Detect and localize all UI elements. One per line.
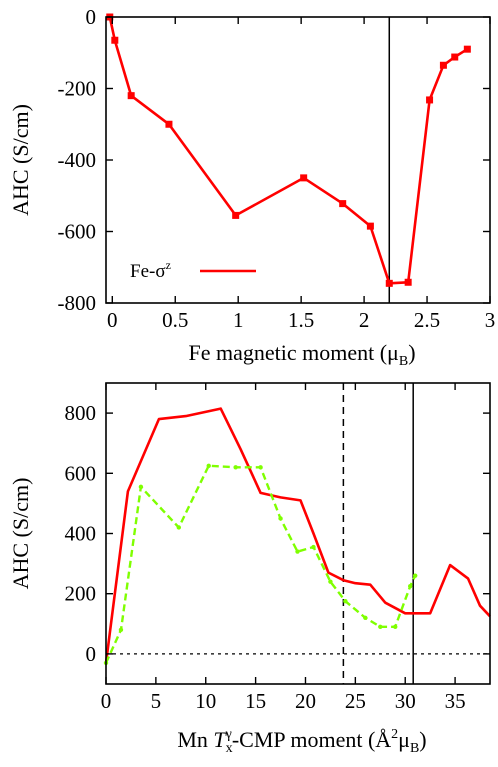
data-point [404, 278, 412, 286]
bottom-chart-x-axis-title-sup2: 2 [391, 727, 398, 742]
data-point [300, 174, 308, 182]
y-tick-label: 0 [86, 5, 97, 29]
data-point [385, 279, 393, 287]
bottom-chart-x-axis-title-close: ) [419, 727, 426, 752]
bottom-chart-x-axis-title-part2: -CMP moment (Å [232, 727, 391, 752]
data-point [295, 549, 300, 554]
data-point [343, 599, 348, 604]
bottom-chart-x-axis-title-T: T [213, 727, 227, 752]
data-point [426, 96, 434, 104]
x-tick-label: 0 [107, 308, 118, 332]
data-point [412, 573, 418, 578]
y-tick-label: 600 [65, 461, 97, 485]
top-chart-legend: Fe-σz [130, 258, 256, 282]
top-chart: 0 0.5 1 1.5 2 2.5 3 0 -200 -400 -600 -800 AHC (S/cm… [8, 5, 495, 369]
series-line-0 [108, 16, 468, 285]
bottom-chart: 0 5 10 15 20 25 30 35 0 200 400 600 800 AHC (S/cm) M… [8, 382, 491, 756]
data-point [363, 615, 368, 620]
top-chart-x-axis-title-main: Fe magnetic moment (μ [188, 340, 398, 365]
y-tick-label: 0 [86, 642, 97, 666]
data-point [451, 53, 459, 61]
x-tick-label: 15 [245, 689, 266, 713]
data-point [138, 484, 144, 490]
y-tick-label: -800 [58, 291, 97, 315]
data-point [366, 222, 374, 230]
data-point [176, 525, 182, 530]
series-line-1 [104, 464, 417, 664]
data-point [311, 544, 316, 550]
top-chart-legend-label-superscript: z [166, 258, 171, 272]
data-point [258, 465, 263, 470]
y-tick-label: -400 [58, 148, 97, 172]
y-tick-label: 800 [65, 401, 97, 425]
bottom-chart-series [103, 407, 491, 666]
top-chart-x-axis-title-close: ) [408, 340, 415, 365]
x-tick-label: 5 [151, 689, 162, 713]
bottom-chart-x-axis-title-part1: Mn [177, 727, 213, 752]
bottom-chart-x-axis-title-subB: B [410, 741, 419, 756]
data-point [439, 61, 447, 69]
x-tick-label: 30 [395, 689, 416, 713]
y-tick-label: 400 [65, 522, 97, 546]
x-tick-label: 10 [195, 689, 216, 713]
series-line-0 [104, 407, 491, 664]
data-point [127, 92, 135, 100]
bottom-chart-x-axis-title-sup: γ [225, 727, 232, 742]
data-point [118, 627, 124, 633]
bottom-chart-ticks: 0 5 10 15 20 25 30 35 0 200 400 600 800 [65, 383, 490, 713]
bottom-chart-x-axis-title-sub: x [226, 741, 233, 756]
bottom-chart-y-axis-title: AHC (S/cm) [8, 478, 33, 590]
data-point [165, 120, 173, 128]
data-point [328, 579, 333, 584]
data-point [408, 583, 413, 589]
top-chart-legend-label: Fe-σz [130, 258, 171, 282]
data-point [378, 624, 383, 630]
top-chart-plot-frame [105, 16, 491, 304]
y-tick-label: -600 [58, 220, 97, 244]
data-point [463, 45, 471, 53]
y-tick-label: 200 [65, 582, 97, 606]
y-tick-label: -200 [58, 77, 97, 101]
x-tick-label: 20 [295, 689, 316, 713]
bottom-chart-reference-lines [106, 383, 490, 684]
data-point [206, 463, 211, 468]
top-chart-x-axis-title-subscript: B [399, 354, 408, 369]
data-point [232, 211, 240, 219]
x-tick-label: 2.5 [414, 308, 440, 332]
x-tick-label: 25 [345, 689, 366, 713]
data-point [339, 200, 347, 208]
data-point [393, 624, 398, 630]
x-tick-label: 1.5 [288, 308, 314, 332]
top-chart-legend-label-main: Fe-σ [130, 261, 166, 282]
x-tick-label: 0 [101, 689, 112, 713]
bottom-chart-plot-frame [105, 382, 491, 685]
data-point [111, 36, 119, 44]
bottom-chart-x-axis-title: Mn Txγ-CMP moment (Å2μB) [177, 727, 426, 756]
top-chart-y-axis-title: AHC (S/cm) [8, 104, 33, 216]
data-point [278, 516, 283, 521]
top-chart-series [106, 13, 471, 287]
top-chart-ticks: 0 0.5 1 1.5 2 2.5 3 0 -200 -400 -600 -800 [58, 5, 496, 332]
x-tick-label: 0.5 [162, 308, 188, 332]
bottom-chart-x-axis-title-mu: μ [398, 727, 410, 752]
x-tick-label: 3 [485, 308, 496, 332]
data-point [233, 465, 238, 470]
x-tick-label: 2 [359, 308, 370, 332]
x-tick-label: 35 [445, 689, 466, 713]
top-chart-x-axis-title: Fe magnetic moment (μB) [188, 340, 415, 369]
x-tick-label: 1 [233, 308, 244, 332]
